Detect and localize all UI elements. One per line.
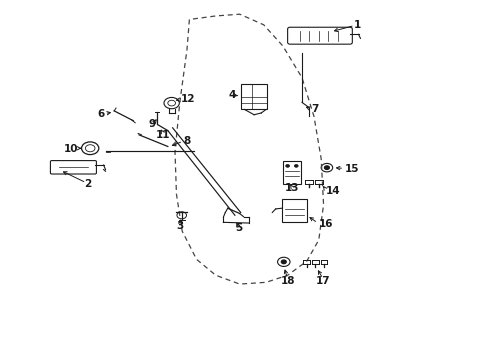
- Text: 5: 5: [235, 222, 242, 233]
- Text: 4: 4: [228, 90, 236, 100]
- Text: 2: 2: [84, 179, 91, 189]
- Text: 7: 7: [311, 104, 318, 114]
- Circle shape: [294, 165, 298, 167]
- Text: 10: 10: [63, 144, 78, 154]
- Circle shape: [285, 165, 289, 167]
- Text: 16: 16: [318, 219, 333, 229]
- Circle shape: [324, 166, 328, 170]
- Bar: [282, 161, 301, 184]
- Text: 15: 15: [345, 164, 359, 174]
- Text: 12: 12: [181, 94, 195, 104]
- Text: 14: 14: [325, 186, 340, 195]
- Text: 11: 11: [156, 130, 170, 140]
- Text: 6: 6: [97, 109, 104, 119]
- Text: 1: 1: [353, 20, 360, 30]
- Text: 13: 13: [285, 183, 299, 193]
- Text: 18: 18: [280, 275, 294, 285]
- Text: 9: 9: [149, 118, 156, 129]
- Text: 3: 3: [176, 221, 183, 231]
- Text: 17: 17: [316, 275, 330, 285]
- Text: 8: 8: [183, 136, 190, 146]
- Bar: [240, 84, 266, 109]
- Circle shape: [281, 260, 285, 264]
- Bar: [281, 199, 306, 222]
